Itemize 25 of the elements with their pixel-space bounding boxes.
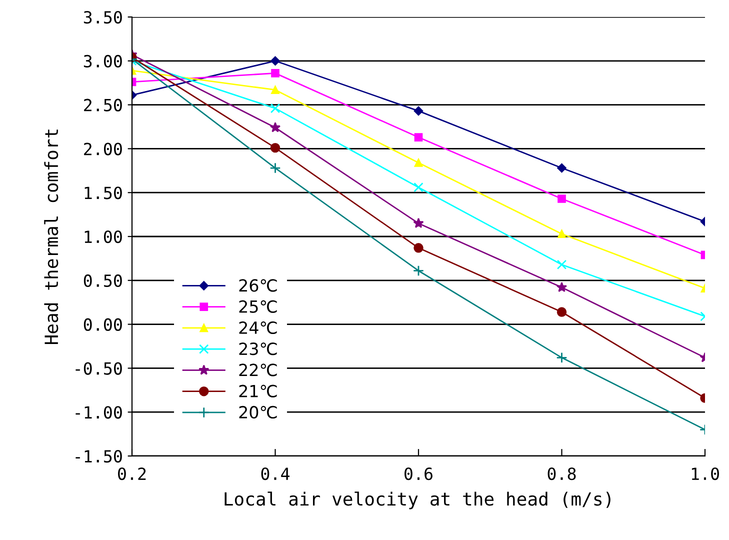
x-axis-title: Local air velocity at the head (m/s): [224, 492, 610, 510]
legend-label: 22℃: [239, 364, 277, 376]
x-tick-label: 1.0: [692, 467, 719, 480]
legend-label: 23℃: [239, 342, 277, 356]
y-tick-label: 1.00: [84, 230, 122, 244]
y-axis-title: Head thermal comfort: [44, 130, 58, 344]
legend-label: 24℃: [239, 321, 277, 334]
legend-label: 26℃: [239, 279, 277, 292]
legend-label: 20℃: [239, 406, 277, 419]
y-tick-label: 2.00: [84, 142, 122, 156]
y-tick-label: 0.00: [84, 318, 122, 331]
x-tick-label: 0.8: [548, 467, 576, 480]
x-tick-label: 0.6: [404, 467, 432, 480]
y-tick-label: 1.50: [84, 186, 122, 200]
x-tick-label: 0.4: [261, 467, 290, 480]
legend-label: 25℃: [239, 300, 277, 313]
y-tick-label: -0.50: [76, 362, 122, 375]
x-tick-label: 0.2: [118, 467, 146, 480]
legend-label: 21℃: [239, 384, 277, 398]
y-tick-label: -1.00: [76, 406, 122, 419]
y-tick-label: 2.50: [84, 98, 122, 112]
y-tick-label: 3.50: [84, 11, 122, 24]
y-tick-label: 0.50: [84, 274, 122, 288]
y-tick-label: 3.00: [84, 54, 122, 68]
y-tick-label: -1.50: [76, 450, 122, 463]
